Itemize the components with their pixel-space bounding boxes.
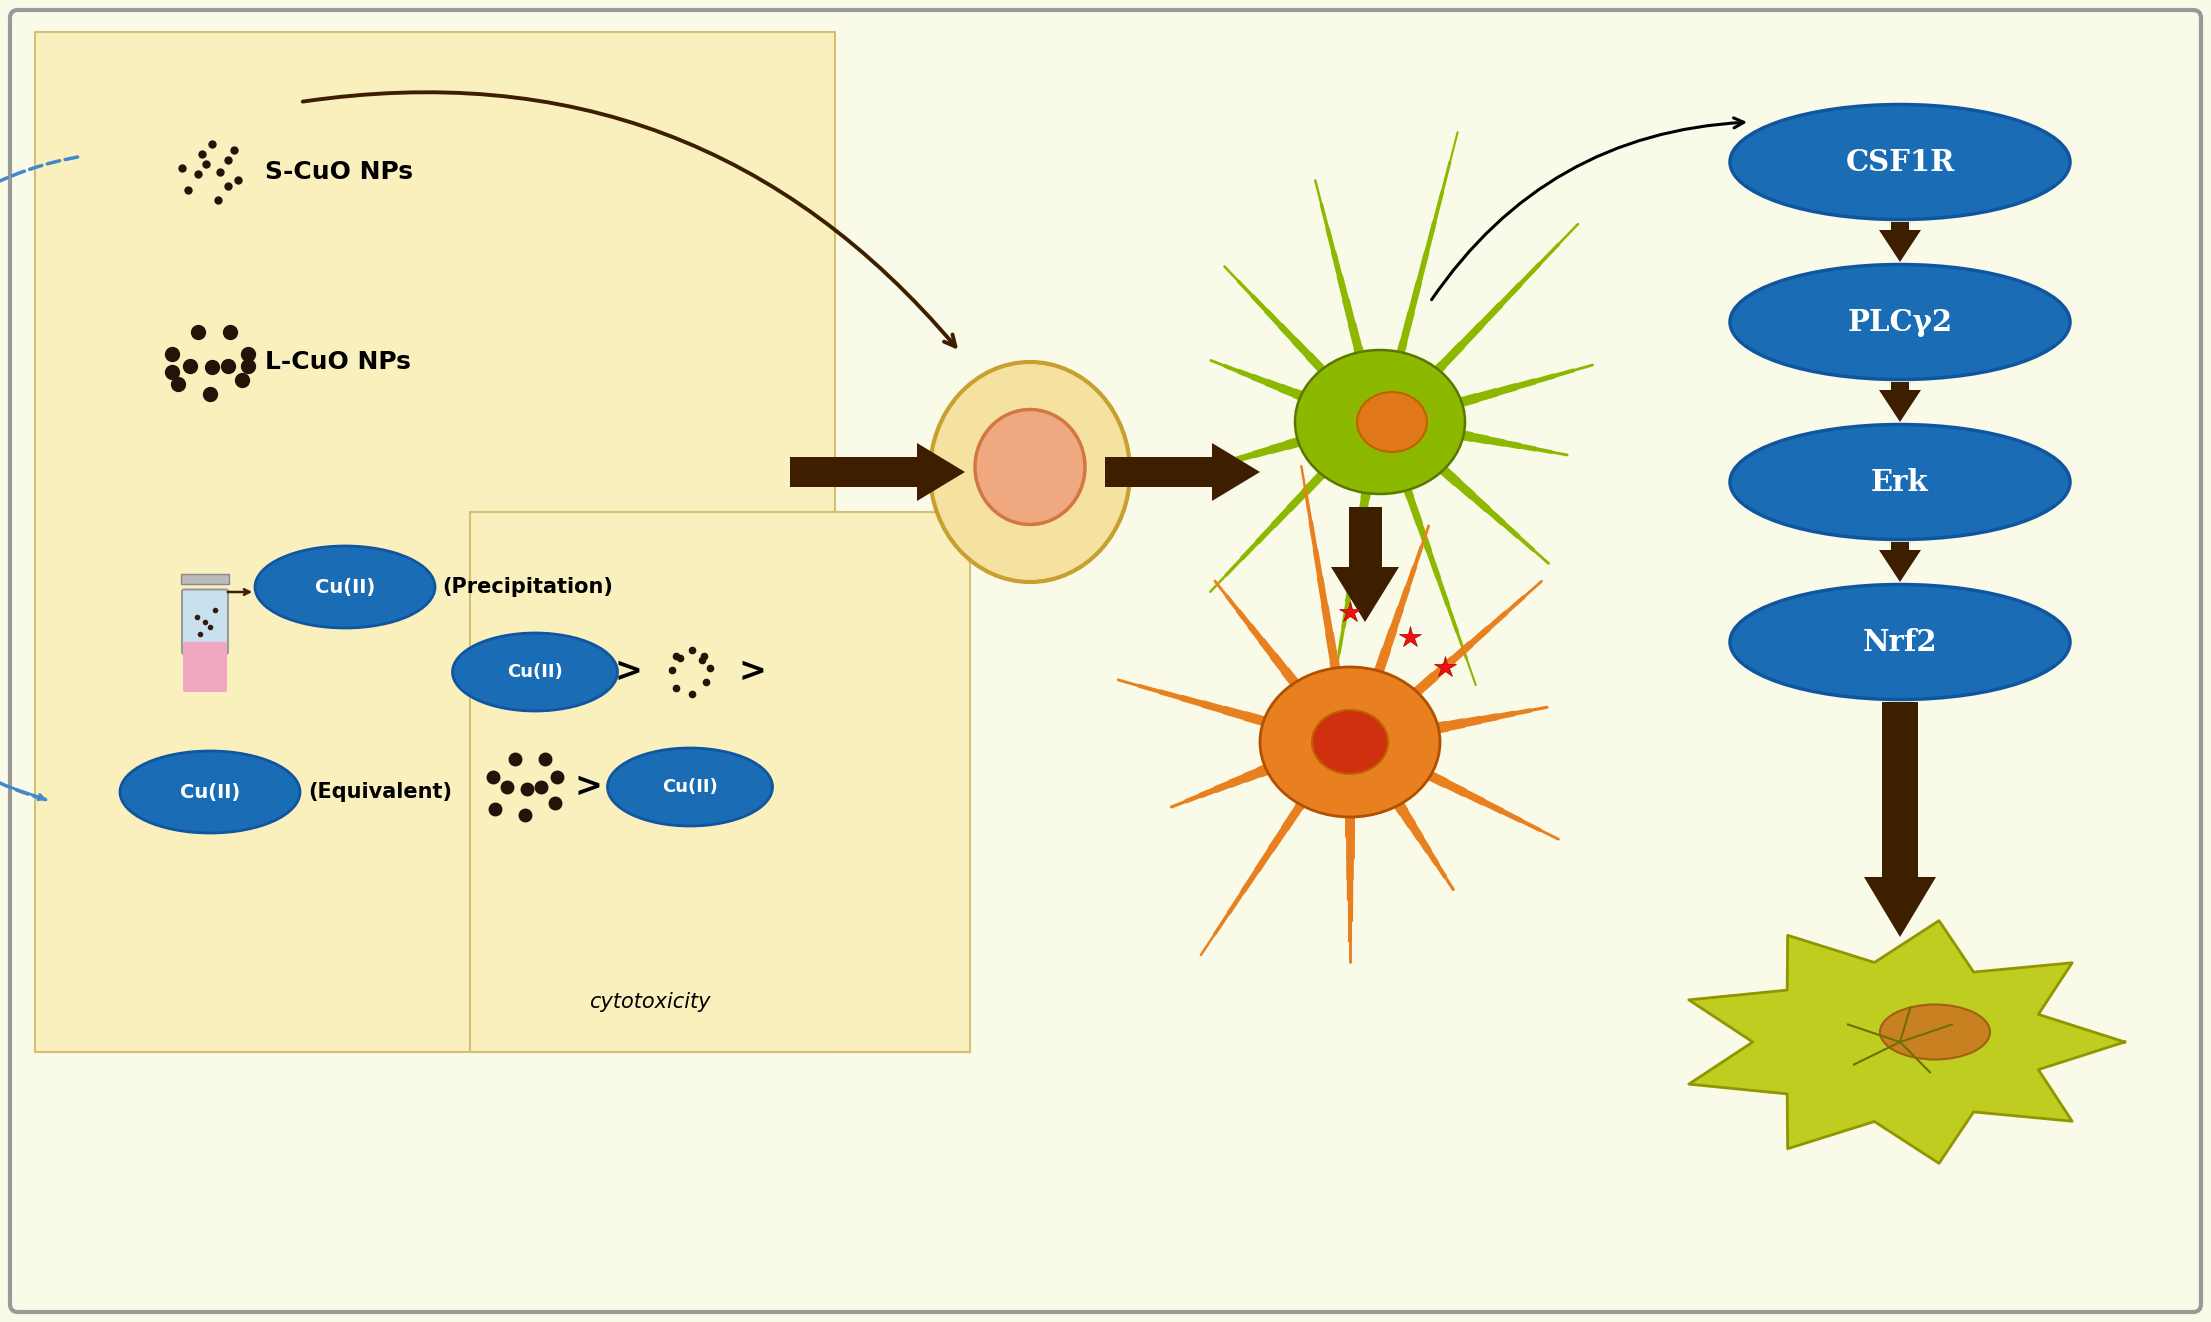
Text: PLCγ2: PLCγ2 bbox=[1848, 308, 1952, 337]
Ellipse shape bbox=[453, 633, 617, 711]
FancyBboxPatch shape bbox=[1890, 382, 1908, 390]
FancyBboxPatch shape bbox=[35, 32, 836, 1052]
Polygon shape bbox=[918, 443, 964, 501]
FancyBboxPatch shape bbox=[184, 641, 228, 691]
Text: >: > bbox=[615, 656, 641, 689]
Text: >: > bbox=[738, 656, 765, 689]
Polygon shape bbox=[1864, 876, 1937, 937]
Polygon shape bbox=[1879, 390, 1921, 422]
FancyBboxPatch shape bbox=[1890, 542, 1908, 550]
Polygon shape bbox=[1879, 550, 1921, 582]
Ellipse shape bbox=[1358, 393, 1426, 452]
FancyBboxPatch shape bbox=[471, 512, 971, 1052]
FancyBboxPatch shape bbox=[1349, 508, 1382, 567]
Ellipse shape bbox=[1296, 350, 1466, 494]
Ellipse shape bbox=[254, 546, 436, 628]
Ellipse shape bbox=[1311, 710, 1389, 773]
Text: Cu(II): Cu(II) bbox=[661, 779, 719, 796]
Ellipse shape bbox=[119, 751, 301, 833]
Text: S-CuO NPs: S-CuO NPs bbox=[265, 160, 413, 184]
Polygon shape bbox=[1689, 920, 2125, 1163]
Ellipse shape bbox=[608, 748, 772, 826]
FancyBboxPatch shape bbox=[789, 457, 918, 486]
FancyBboxPatch shape bbox=[181, 590, 228, 654]
Ellipse shape bbox=[931, 362, 1130, 582]
Ellipse shape bbox=[1729, 104, 2069, 219]
Polygon shape bbox=[1331, 567, 1400, 621]
Ellipse shape bbox=[1729, 584, 2069, 699]
Ellipse shape bbox=[1729, 424, 2069, 539]
FancyBboxPatch shape bbox=[181, 574, 230, 584]
FancyBboxPatch shape bbox=[1890, 222, 1908, 230]
Text: Erk: Erk bbox=[1871, 468, 1928, 497]
Text: >: > bbox=[575, 771, 601, 804]
Text: Nrf2: Nrf2 bbox=[1862, 628, 1937, 657]
Text: Cu(II): Cu(II) bbox=[314, 578, 376, 596]
Text: Cu(II): Cu(II) bbox=[179, 783, 241, 801]
Text: CSF1R: CSF1R bbox=[1846, 148, 1955, 177]
Text: Cu(II): Cu(II) bbox=[506, 664, 564, 681]
Polygon shape bbox=[1212, 443, 1260, 501]
Ellipse shape bbox=[1879, 1005, 1990, 1059]
Ellipse shape bbox=[975, 410, 1086, 525]
Text: (Precipitation): (Precipitation) bbox=[442, 576, 612, 598]
Ellipse shape bbox=[1729, 264, 2069, 379]
Ellipse shape bbox=[1260, 668, 1439, 817]
Text: (Equivalent): (Equivalent) bbox=[307, 783, 451, 802]
Polygon shape bbox=[1879, 230, 1921, 262]
FancyBboxPatch shape bbox=[1882, 702, 1917, 876]
FancyBboxPatch shape bbox=[1106, 457, 1212, 486]
Text: cytotoxicity: cytotoxicity bbox=[590, 992, 710, 1013]
FancyBboxPatch shape bbox=[11, 11, 2200, 1311]
Text: L-CuO NPs: L-CuO NPs bbox=[265, 350, 411, 374]
